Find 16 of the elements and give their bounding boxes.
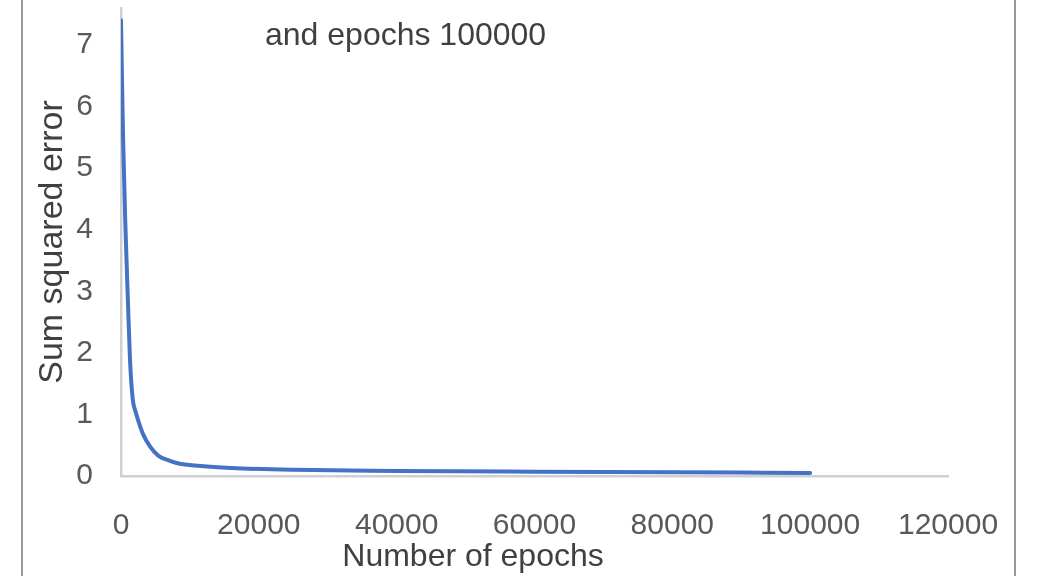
x-tick-label: 20000 <box>217 507 301 541</box>
y-tick-label: 4 <box>76 210 93 244</box>
y-tick-label: 0 <box>76 457 93 491</box>
y-axis-title: Sum squared error <box>30 100 69 384</box>
y-tick-label: 5 <box>76 149 93 183</box>
y-tick-label: 7 <box>76 26 93 60</box>
x-tick-label: 80000 <box>630 507 715 541</box>
y-tick-label: 6 <box>76 87 93 121</box>
y-tick-label: 1 <box>76 395 93 429</box>
y-tick-label: 2 <box>76 334 93 368</box>
x-tick-label: 0 <box>112 507 130 541</box>
chart-title: and epochs 100000 <box>265 16 547 52</box>
y-tick-label: 3 <box>76 272 93 306</box>
x-tick-label: 100000 <box>760 507 861 541</box>
line-series <box>121 18 813 475</box>
x-tick-label: 120000 <box>897 507 999 541</box>
